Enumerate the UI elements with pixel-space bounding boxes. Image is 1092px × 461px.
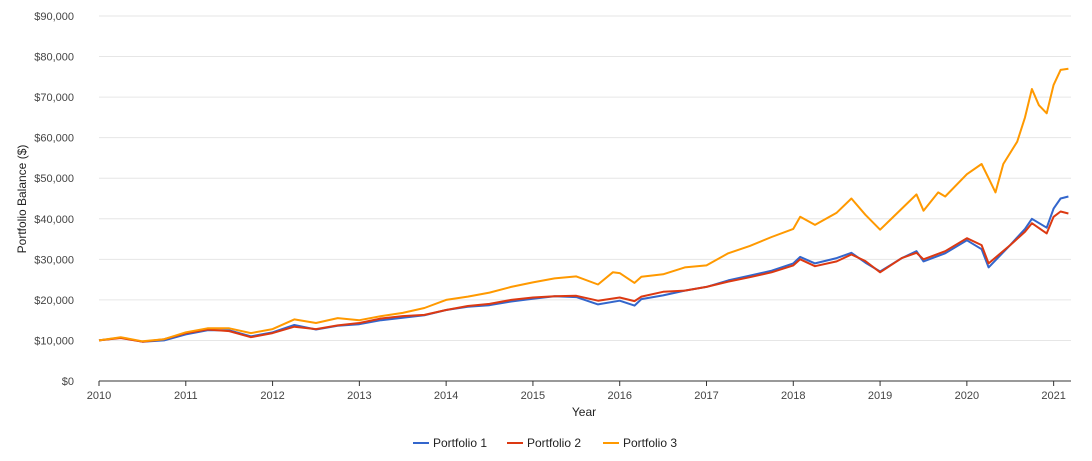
x-tick-label: 2013 xyxy=(347,390,371,402)
portfolio-balance-chart: $0 $10,000 $20,000 $30,000 $40,000 $50,000 $60… xyxy=(0,0,1092,456)
x-axis-title: Year xyxy=(572,405,596,419)
chart-container: $0 $10,000 $20,000 $30,000 $40,000 $50,000 $60… xyxy=(0,0,1092,456)
axes: $0 $10,000 $20,000 $30,000 $40,000 $50,000 $60… xyxy=(34,11,1066,402)
x-tick-label: 2021 xyxy=(1041,390,1065,402)
y-tick-label: $40,000 xyxy=(34,214,74,226)
y-tick-label: $80,000 xyxy=(34,52,74,64)
x-tick-label: 2019 xyxy=(868,390,892,402)
y-tick-label: $50,000 xyxy=(34,173,74,185)
y-tick-label: $60,000 xyxy=(34,133,74,145)
y-tick-label: $0 xyxy=(62,376,74,388)
legend[interactable]: Portfolio 1 Portfolio 2 Portfolio 3 xyxy=(413,436,677,450)
legend-label: Portfolio 1 xyxy=(433,436,487,450)
legend-label: Portfolio 3 xyxy=(623,436,677,450)
y-axis-title: Portfolio Balance ($) xyxy=(15,145,29,254)
x-tick-label: 2014 xyxy=(434,390,458,402)
series-line-portfolio-2[interactable] xyxy=(99,212,1068,342)
x-tick-label: 2020 xyxy=(955,390,979,402)
legend-item-portfolio-3[interactable]: Portfolio 3 xyxy=(603,436,677,450)
x-tick-label: 2010 xyxy=(87,390,111,402)
legend-item-portfolio-1[interactable]: Portfolio 1 xyxy=(413,436,487,450)
x-tick-label: 2011 xyxy=(174,390,198,402)
y-tick-label: $70,000 xyxy=(34,92,74,104)
axis-labels: Year Portfolio Balance ($) xyxy=(15,145,596,419)
x-tick-label: 2018 xyxy=(781,390,805,402)
x-tick-label: 2012 xyxy=(260,390,284,402)
x-tick-label: 2016 xyxy=(607,390,631,402)
series-lines xyxy=(99,69,1068,342)
legend-label: Portfolio 2 xyxy=(527,436,581,450)
x-tick-label: 2015 xyxy=(521,390,545,402)
y-tick-label: $10,000 xyxy=(34,335,74,347)
y-tick-label: $30,000 xyxy=(34,254,74,266)
y-tick-label: $20,000 xyxy=(34,295,74,307)
y-tick-label: $90,000 xyxy=(34,11,74,23)
gridlines xyxy=(99,16,1071,381)
x-tick-label: 2017 xyxy=(694,390,718,402)
legend-item-portfolio-2[interactable]: Portfolio 2 xyxy=(507,436,581,450)
